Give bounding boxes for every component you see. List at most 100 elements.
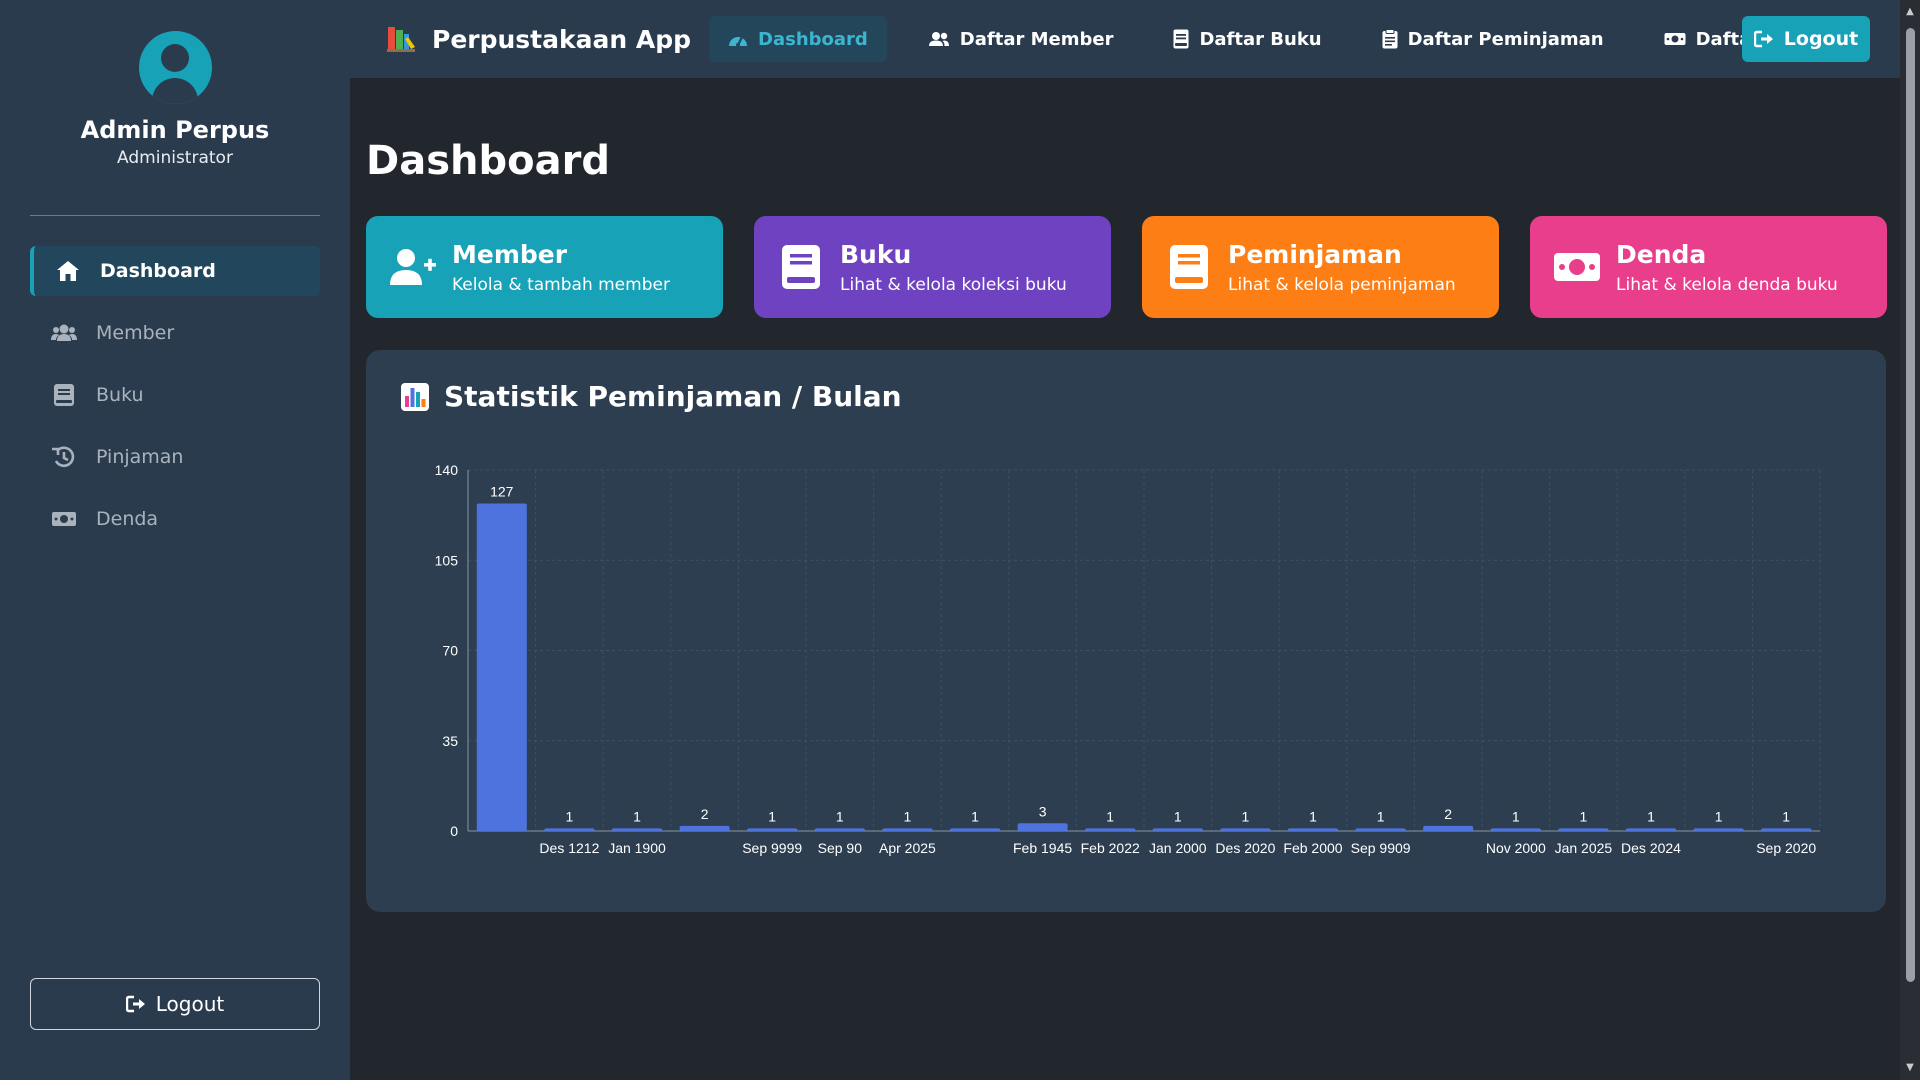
profile: Admin Perpus Administrator bbox=[0, 0, 350, 168]
clipboard-icon bbox=[1382, 29, 1398, 49]
profile-role: Administrator bbox=[117, 148, 233, 168]
nav-item-daftar-member[interactable]: Daftar Member bbox=[909, 16, 1133, 62]
sidebar-item-member[interactable]: Member bbox=[30, 308, 320, 358]
scrollbar-thumb[interactable] bbox=[1906, 28, 1915, 982]
card-title: Denda bbox=[1616, 239, 1707, 269]
data-label: 1 bbox=[1580, 808, 1588, 824]
card-member[interactable]: Member Kelola & tambah member bbox=[366, 216, 723, 318]
bar bbox=[1693, 828, 1744, 831]
page-scrollbar[interactable]: ▲ ▼ bbox=[1900, 0, 1920, 1080]
sidebar-item-label: Denda bbox=[96, 508, 159, 530]
top-navbar: Perpustakaan App Dashboard Daftar Member… bbox=[350, 0, 1900, 78]
sidebar-item-denda[interactable]: Denda bbox=[30, 494, 320, 544]
x-tick-label: Nov 2000 bbox=[1486, 840, 1546, 856]
data-label: 1 bbox=[1715, 808, 1723, 824]
nav-item-label: Daftar Member bbox=[959, 28, 1114, 50]
bar-chart: 0 35 70 105 140 127 1 Des 1212 1 Jan 1900 2 1 Sep 99… bbox=[435, 462, 1821, 856]
book-icon bbox=[50, 383, 78, 407]
card-subtitle: Lihat & kelola denda buku bbox=[1616, 274, 1838, 295]
brand[interactable]: Perpustakaan App bbox=[386, 25, 691, 54]
bar bbox=[882, 828, 933, 831]
sidebar-item-dashboard[interactable]: Dashboard bbox=[30, 246, 320, 296]
data-label: 1 bbox=[836, 808, 844, 824]
card-subtitle: Lihat & kelola peminjaman bbox=[1228, 274, 1456, 295]
data-label: 1 bbox=[1174, 808, 1182, 824]
card-subtitle: Lihat & kelola koleksi buku bbox=[840, 274, 1067, 295]
avatar-user-icon bbox=[138, 31, 212, 104]
data-label: 1 bbox=[1782, 808, 1790, 824]
y-tick-label: 140 bbox=[435, 462, 459, 478]
sidebar-logout-button[interactable]: Logout bbox=[30, 978, 320, 1030]
sidebar-logout-label: Logout bbox=[155, 992, 225, 1016]
card-buku[interactable]: Buku Lihat & kelola koleksi buku bbox=[754, 216, 1111, 318]
x-tick-label: Des 2024 bbox=[1621, 840, 1681, 856]
data-label: 2 bbox=[1444, 806, 1452, 822]
bar bbox=[1558, 828, 1609, 831]
sign-out-icon bbox=[1753, 30, 1774, 48]
bar bbox=[1423, 825, 1474, 831]
data-label: 1 bbox=[1512, 808, 1520, 824]
scroll-down-icon[interactable]: ▼ bbox=[1906, 1062, 1914, 1073]
data-label: 3 bbox=[1039, 803, 1047, 819]
data-label: 1 bbox=[768, 808, 776, 824]
sidebar-item-label: Pinjaman bbox=[96, 446, 184, 468]
y-tick-label: 70 bbox=[442, 643, 458, 659]
x-tick-label: Jan 2025 bbox=[1555, 840, 1613, 856]
x-tick-label: Apr 2025 bbox=[879, 840, 936, 856]
top-logout-button[interactable]: Logout bbox=[1742, 16, 1870, 62]
user-plus-icon bbox=[388, 242, 438, 292]
x-tick-label: Feb 1945 bbox=[1013, 840, 1072, 856]
x-tick-label: Sep 90 bbox=[818, 840, 863, 856]
bar bbox=[1220, 828, 1271, 831]
chart-panel: 0 35 70 105 140 127 1 Des 1212 1 Jan 1900 2 1 Sep 99… bbox=[366, 350, 1886, 912]
card-title: Buku bbox=[840, 239, 912, 269]
profile-name: Admin Perpus bbox=[80, 116, 270, 144]
book-icon bbox=[1164, 242, 1214, 292]
scroll-up-icon[interactable]: ▲ bbox=[1906, 6, 1914, 17]
bar-chart-icon bbox=[400, 382, 430, 412]
card-subtitle: Kelola & tambah member bbox=[452, 274, 670, 295]
card-title: Peminjaman bbox=[1228, 239, 1402, 269]
card-denda[interactable]: Denda Lihat & kelola denda buku bbox=[1530, 216, 1887, 318]
x-tick-label: Jan 2000 bbox=[1149, 840, 1207, 856]
history-icon bbox=[50, 445, 78, 469]
bar bbox=[1761, 828, 1812, 831]
tachometer-icon bbox=[728, 31, 748, 47]
bar bbox=[949, 828, 1001, 831]
users-icon bbox=[50, 321, 78, 345]
brand-name: Perpustakaan App bbox=[432, 24, 692, 54]
y-tick-label: 0 bbox=[450, 823, 458, 839]
data-label: 1 bbox=[566, 808, 574, 824]
data-label: 1 bbox=[1377, 808, 1385, 824]
card-peminjaman[interactable]: Peminjaman Lihat & kelola peminjaman bbox=[1142, 216, 1499, 318]
x-tick-label: Feb 2022 bbox=[1081, 840, 1140, 856]
books-icon bbox=[386, 25, 416, 53]
x-tick-label: Jan 1900 bbox=[608, 840, 666, 856]
card-title: Member bbox=[452, 239, 568, 269]
top-logout-label: Logout bbox=[1783, 28, 1859, 50]
sidebar-item-label: Member bbox=[96, 322, 175, 344]
home-icon bbox=[54, 259, 82, 283]
users-icon bbox=[928, 31, 950, 47]
sidebar-item-label: Buku bbox=[96, 384, 144, 406]
x-tick-label: Sep 9999 bbox=[742, 840, 802, 856]
x-tick-label: Sep 2020 bbox=[1756, 840, 1816, 856]
top-nav-items: Dashboard Daftar Member Daftar Buku Daft… bbox=[709, 16, 1872, 62]
nav-item-daftar-buku[interactable]: Daftar Buku bbox=[1154, 16, 1340, 62]
nav-item-daftar-peminjaman[interactable]: Daftar Peminjaman bbox=[1363, 16, 1623, 62]
chart-title-text: Statistik Peminjaman / Bulan bbox=[444, 380, 902, 413]
sidebar-menu: Dashboard Member Buku Pinjaman Denda bbox=[30, 246, 320, 556]
nav-item-dashboard[interactable]: Dashboard bbox=[709, 16, 887, 62]
data-label: 1 bbox=[904, 808, 912, 824]
data-label: 1 bbox=[1309, 808, 1317, 824]
money-icon bbox=[50, 507, 78, 531]
sidebar-item-pinjaman[interactable]: Pinjaman bbox=[30, 432, 320, 482]
sidebar-item-buku[interactable]: Buku bbox=[30, 370, 320, 420]
nav-item-label: Daftar Buku bbox=[1199, 28, 1322, 50]
bar bbox=[1287, 828, 1339, 831]
page-title: Dashboard bbox=[366, 138, 610, 184]
bar bbox=[1152, 828, 1203, 831]
data-label: 2 bbox=[701, 806, 709, 822]
money-icon bbox=[1552, 242, 1602, 292]
data-label: 1 bbox=[1647, 808, 1655, 824]
